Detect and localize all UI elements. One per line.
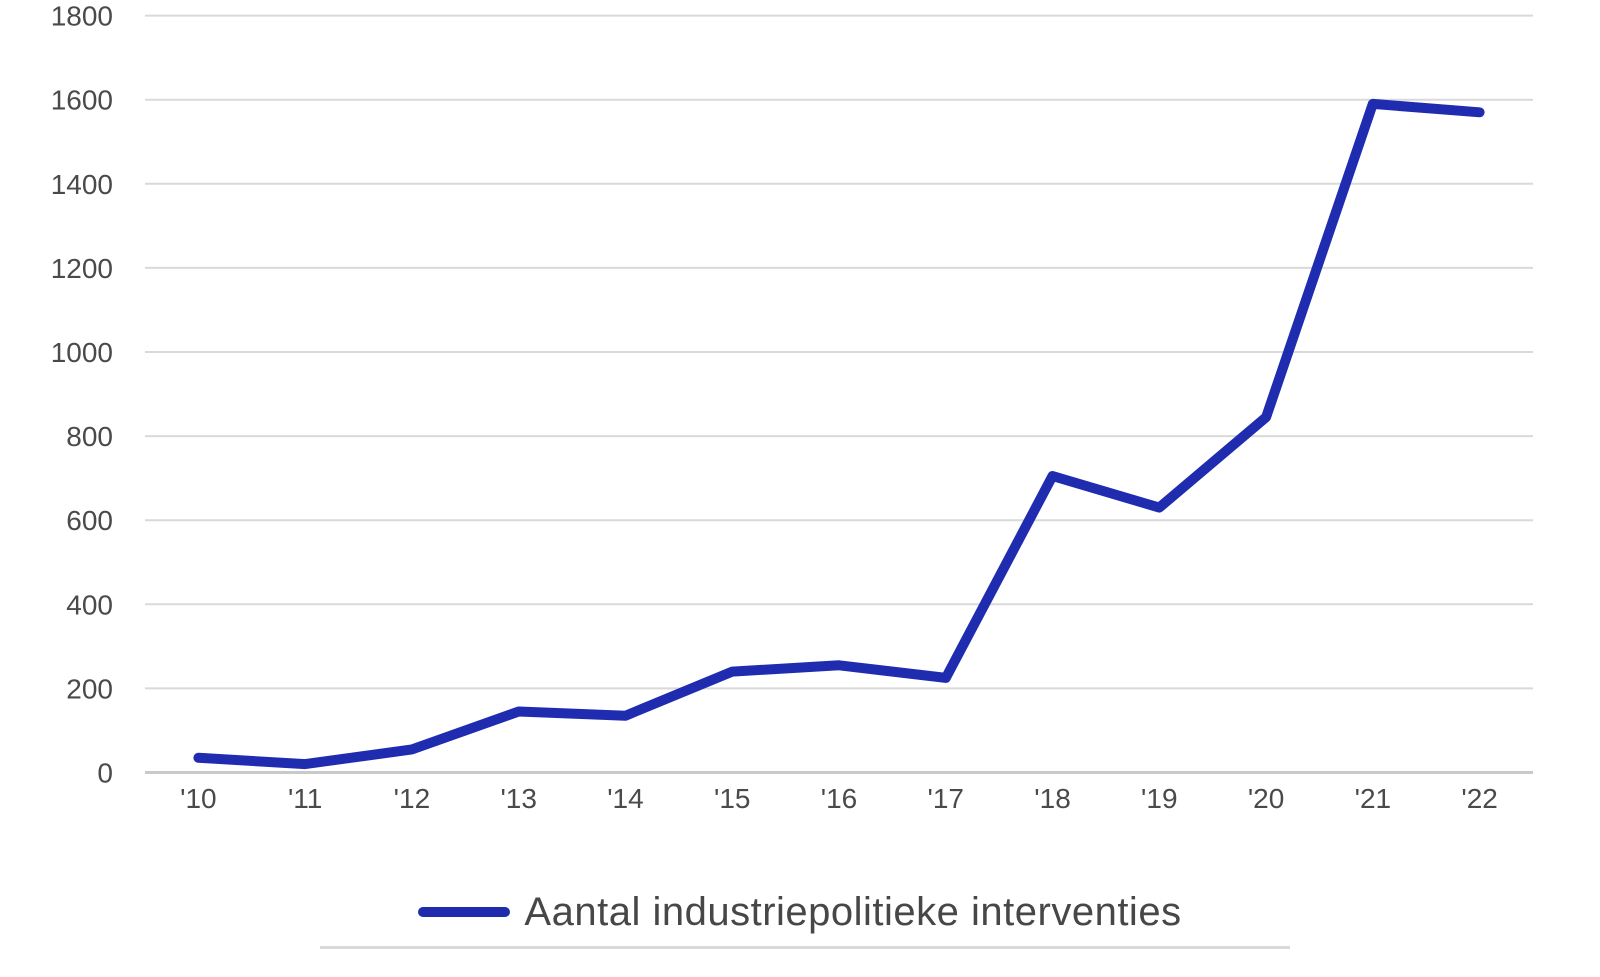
y-axis-tick-label: 400: [66, 589, 113, 620]
y-axis-tick-label: 800: [66, 421, 113, 452]
x-axis-tick-label: '19: [1141, 783, 1178, 814]
line-chart: 0 200 400 600 800 1000 1200 1400 1600 1800 '10 '11 '…: [51, 1, 1533, 814]
y-axis-tick-label: 1600: [51, 85, 113, 116]
x-axis-tick-label: '20: [1248, 783, 1285, 814]
y-axis-tick-label: 1400: [51, 169, 113, 200]
series-line: [193, 98, 1485, 770]
x-axis-tick-label: '14: [607, 783, 644, 814]
x-axis-tick-label: '17: [928, 783, 965, 814]
y-axis-tick-label: 0: [97, 758, 113, 789]
x-axis-tick-label: '12: [394, 783, 431, 814]
y-axis-tick-label: 600: [66, 505, 113, 536]
chart-legend: Aantal industriepolitieke interventies: [0, 884, 1600, 940]
y-axis-tick-label: 200: [66, 673, 113, 704]
x-axis-tick-label: '13: [500, 783, 537, 814]
legend-line-swatch: [418, 907, 511, 917]
x-axis-tick-label: '22: [1461, 783, 1498, 814]
y-axis-tick-label: 1200: [51, 253, 113, 284]
y-axis-tick-label: 1000: [51, 337, 113, 368]
y-axis-tick-label: 1800: [51, 1, 113, 32]
legend-series-label: Aantal industriepolitieke interventies: [524, 889, 1182, 934]
x-axis-tick-label: '11: [288, 783, 322, 814]
x-axis-tick-label: '21: [1355, 783, 1392, 814]
x-axis-tick-label: '18: [1034, 783, 1071, 814]
x-axis-tick-label: '10: [180, 783, 217, 814]
legend-underline-rule: [320, 946, 1290, 949]
x-axis-tick-label: '16: [821, 783, 858, 814]
x-axis-tick-label: '15: [714, 783, 751, 814]
